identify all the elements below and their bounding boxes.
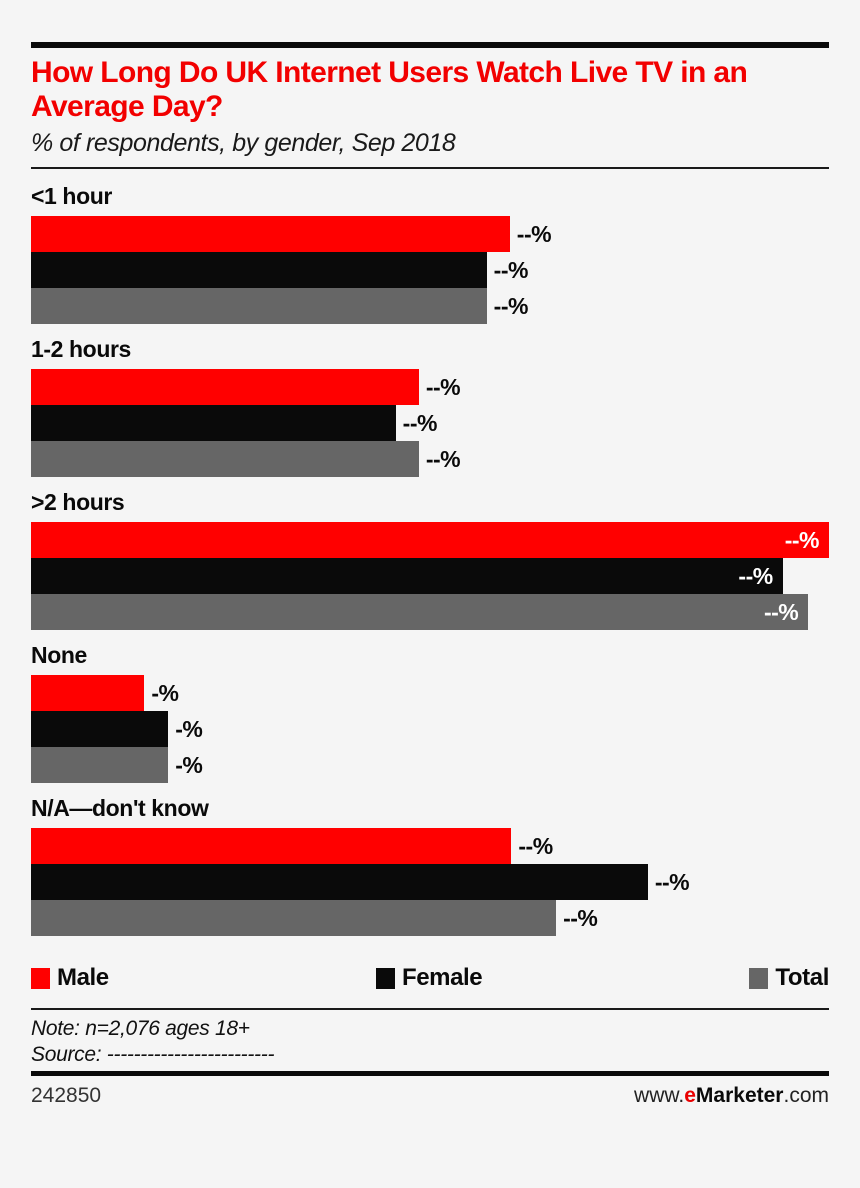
chart-card: How Long Do UK Internet Users Watch Live…: [0, 42, 860, 1108]
bar-total: [31, 747, 169, 783]
source-text: Source: -------------------------: [31, 1043, 275, 1066]
bar-total: --%: [31, 594, 809, 630]
bar-row-total: --%: [31, 441, 829, 477]
emarketer-link: www.eMarketer.com: [634, 1084, 829, 1108]
bar-row-male: -%: [31, 675, 829, 711]
chart-title: How Long Do UK Internet Users Watch Live…: [31, 56, 748, 123]
bar-row-female: --%: [31, 864, 829, 900]
bar-male: --%: [31, 522, 829, 558]
bar-value-label: --%: [563, 904, 598, 931]
legend-item-female: Female: [375, 964, 483, 992]
bar-row-male: --%: [31, 216, 829, 252]
bar-value-label: --%: [425, 373, 461, 400]
bar-row-female: -%: [31, 711, 829, 747]
category-label: N/A—don't know: [31, 795, 209, 821]
bar-row-female: --%: [31, 252, 829, 288]
bar-row-total: --%: [31, 594, 829, 630]
legend-label: Male: [57, 964, 109, 991]
legend-swatch-icon: [749, 967, 769, 989]
bar-value-label: -%: [175, 715, 203, 742]
bar-row-female: --%: [31, 405, 829, 441]
bar-total: [31, 288, 487, 324]
legend-item-total: Total: [749, 964, 829, 992]
website-suffix: .com: [783, 1084, 829, 1107]
category-label: 1-2 hours: [31, 336, 131, 362]
legend-label: Female: [401, 964, 483, 991]
footer-divider: [31, 1008, 829, 1010]
bar-value-label: --%: [784, 526, 820, 553]
legend-item-male: Male: [31, 964, 109, 992]
chart-sections: <1 hour --% --% --% 1-2 hours --% --% --% >2 hou…: [31, 183, 829, 936]
legend-swatch-icon: [31, 967, 50, 989]
bar-female: [31, 711, 169, 747]
category-label: <1 hour: [31, 183, 112, 209]
bar-value-label: --%: [493, 292, 529, 319]
note-text: Note: n=2,076 ages 18+: [31, 1017, 250, 1040]
bar-group: >2 hours --% --% --%: [31, 489, 829, 630]
bar-group: N/A—don't know --% --% --%: [31, 795, 829, 936]
bar-row-male: --%: [31, 369, 829, 405]
header-divider: [31, 167, 829, 169]
website-brand-rest: Marketer: [695, 1084, 784, 1107]
bar-female: --%: [31, 558, 783, 594]
chart-subtitle: % of respondents, by gender, Sep 2018: [31, 129, 456, 157]
bar-value-label: --%: [738, 562, 773, 589]
category-label: None: [31, 642, 87, 668]
bar-value-label: --%: [402, 409, 438, 436]
legend-swatch-icon: [375, 967, 395, 989]
legend: Male Female Total: [31, 964, 829, 992]
bar-female: [31, 252, 487, 288]
bar-value-label: --%: [493, 256, 529, 283]
website-brand-e: e: [684, 1084, 696, 1107]
bar-group: 1-2 hours --% --% --%: [31, 336, 829, 477]
bar-group: None -% -% -%: [31, 642, 829, 783]
bar-value-label: --%: [425, 445, 461, 472]
top-rule: [31, 42, 829, 48]
bar-row-total: -%: [31, 747, 829, 783]
bar-row-total: --%: [31, 900, 829, 936]
bar-male: [31, 216, 510, 252]
legend-label: Total: [775, 964, 829, 991]
bar-value-label: -%: [175, 751, 203, 778]
bar-row-male: --%: [31, 522, 829, 558]
website-prefix: www.: [634, 1084, 685, 1107]
chart-id: 242850: [31, 1084, 102, 1107]
bar-female: [31, 864, 648, 900]
bar-male: [31, 828, 512, 864]
bar-total: [31, 441, 419, 477]
note-block: Note: n=2,076 ages 18+ Source: ---------…: [31, 1016, 829, 1068]
bar-row-male: --%: [31, 828, 829, 864]
bar-male: [31, 675, 145, 711]
bar-value-label: -%: [151, 679, 179, 706]
category-label: >2 hours: [31, 489, 125, 515]
bar-value-label: --%: [763, 598, 799, 625]
bar-total: [31, 900, 557, 936]
bar-value-label: --%: [654, 868, 690, 895]
bar-female: [31, 405, 396, 441]
footer-thick-rule: [31, 1071, 829, 1076]
bar-row-total: --%: [31, 288, 829, 324]
bar-value-label: --%: [516, 220, 552, 247]
bar-value-label: --%: [518, 832, 553, 859]
footer-row: 242850 www.eMarketer.com: [31, 1084, 829, 1108]
bar-row-female: --%: [31, 558, 829, 594]
bar-male: [31, 369, 419, 405]
bar-group: <1 hour --% --% --%: [31, 183, 829, 324]
